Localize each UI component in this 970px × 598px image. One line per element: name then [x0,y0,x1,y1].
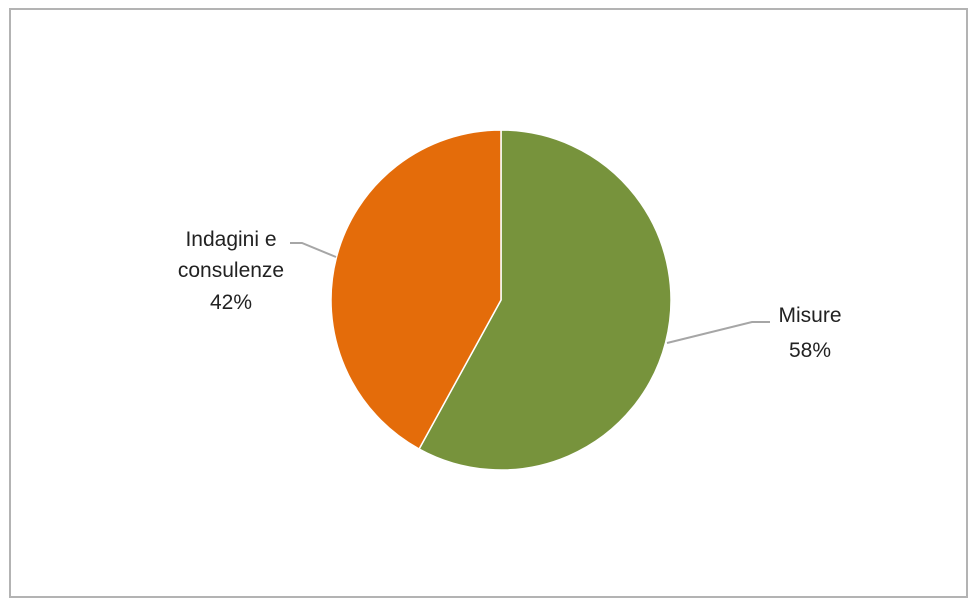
slice-label-indagini-line1: Indagini e [185,228,276,251]
pie-slices [330,129,672,471]
pie-slice-misure [418,129,672,471]
slice-label-indagini-line2: consulenze [178,259,284,282]
slice-label-misure: Misure [778,304,841,327]
pie-slice-indagini-e-consulenze [330,129,502,450]
leader-lines [290,242,770,344]
leader-line-misure [666,321,770,344]
pie-chart: Misure 58% Indagini e consulenze 42% [178,129,842,471]
slice-percent-misure: 58% [789,339,831,362]
leader-line-indagini [290,242,337,258]
slice-percent-indagini: 42% [210,291,252,314]
